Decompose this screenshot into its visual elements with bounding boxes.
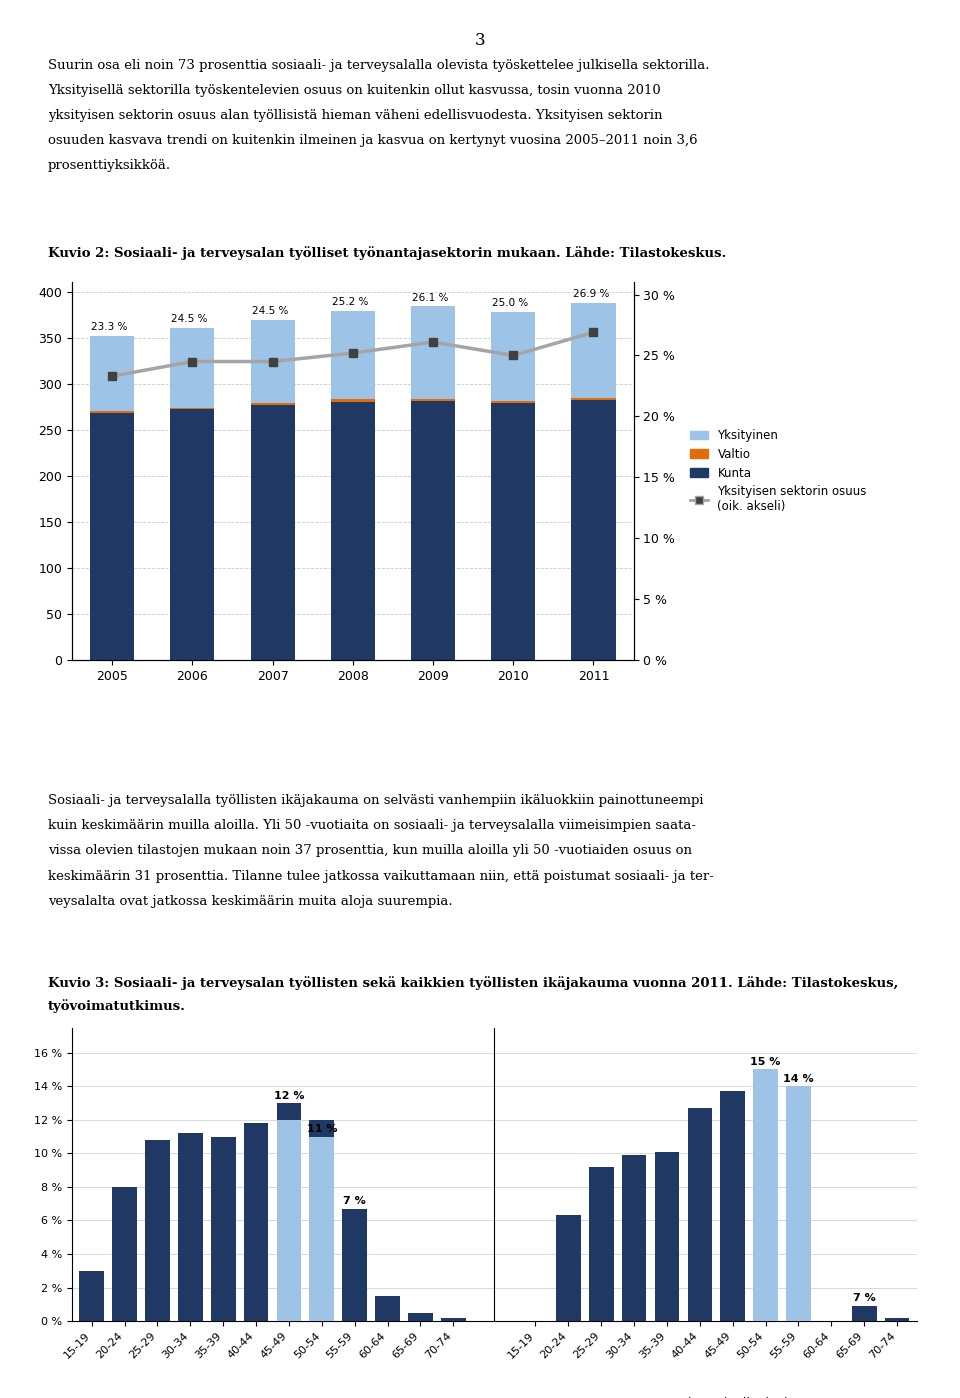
Text: keskimäärin 31 prosenttia. Tilanne tulee jatkossa vaikuttamaan niin, että poistu: keskimäärin 31 prosenttia. Tilanne tulee… <box>48 870 714 882</box>
Bar <box>331 400 374 403</box>
Text: osuuden kasvava trendi on kuitenkin ilmeinen ja kasvua on kertynyt vuosina 2005–: osuuden kasvava trendi on kuitenkin ilme… <box>48 134 698 147</box>
Bar <box>90 411 134 414</box>
Bar <box>571 302 615 398</box>
Bar <box>556 1215 581 1321</box>
Text: kuin keskimäärin muilla aloilla. Yli 50 -vuotiaita on sosiaali- ja terveysalalla: kuin keskimäärin muilla aloilla. Yli 50 … <box>48 819 696 832</box>
Text: vissa olevien tilastojen mukaan noin 37 prosenttia, kun muilla aloilla yli 50 -v: vissa olevien tilastojen mukaan noin 37 … <box>48 844 692 857</box>
Text: Sosiaali- ja terveysalalla työllisten ikäjakauma on selvästi vanhempiin ikäluokk: Sosiaali- ja terveysalalla työllisten ik… <box>48 794 704 807</box>
Text: yksityisen sektorin osuus alan työllisistä hieman väheni edellisvuodesta. Yksity: yksityisen sektorin osuus alan työllisis… <box>48 109 662 122</box>
Text: 3: 3 <box>474 32 486 49</box>
Bar <box>251 320 295 403</box>
Text: veysalalta ovat jatkossa keskimäärin muita aloja suurempia.: veysalalta ovat jatkossa keskimäärin mui… <box>48 895 452 907</box>
Bar <box>276 1120 301 1321</box>
Bar <box>441 1318 466 1321</box>
Bar <box>492 312 536 401</box>
Bar <box>112 1187 137 1321</box>
Bar <box>244 1123 269 1321</box>
Bar <box>309 1120 334 1321</box>
Bar <box>786 1086 811 1321</box>
Bar <box>170 408 214 410</box>
Text: työvoimatutkimus.: työvoimatutkimus. <box>48 1000 186 1014</box>
Bar <box>655 1152 680 1321</box>
Bar <box>251 403 295 405</box>
Text: 7 %: 7 % <box>852 1293 876 1303</box>
Bar <box>588 1167 613 1321</box>
Text: Yksityisellä sektorilla työskentelevien osuus on kuitenkin ollut kasvussa, tosin: Yksityisellä sektorilla työskentelevien … <box>48 84 660 96</box>
Text: 12 %: 12 % <box>274 1090 304 1100</box>
Legend: Yksityinen, Valtio, Kunta, Yksityisen sektorin osuus
(oik. akseli): Yksityinen, Valtio, Kunta, Yksityisen se… <box>684 422 873 520</box>
Bar <box>211 1137 235 1321</box>
Bar <box>343 1209 367 1321</box>
Bar <box>852 1306 876 1321</box>
Bar <box>90 414 134 660</box>
Bar <box>571 400 615 660</box>
Bar <box>754 1069 778 1321</box>
Text: 26.9 %: 26.9 % <box>572 289 609 299</box>
Bar <box>492 401 536 403</box>
Bar <box>622 1155 646 1321</box>
Text: 14 %: 14 % <box>783 1074 814 1083</box>
Bar <box>885 1318 909 1321</box>
Bar <box>331 403 374 660</box>
Text: 15 %: 15 % <box>751 1057 780 1067</box>
Bar <box>687 1109 712 1321</box>
Bar <box>411 401 455 660</box>
Bar <box>408 1313 433 1321</box>
Text: 24.5 %: 24.5 % <box>252 306 288 316</box>
Text: 26.1 %: 26.1 % <box>412 292 448 302</box>
Bar <box>90 336 134 411</box>
Bar <box>309 1137 334 1321</box>
Bar <box>786 1194 811 1321</box>
Text: 25.2 %: 25.2 % <box>332 298 369 308</box>
Text: 11 %: 11 % <box>306 1124 337 1134</box>
Bar <box>492 403 536 660</box>
Text: prosenttiyksikköä.: prosenttiyksikköä. <box>48 159 171 172</box>
Text: Kuvio 3: Sosiaali- ja terveysalan työllisten sekä kaikkien työllisten ikäjakauma: Kuvio 3: Sosiaali- ja terveysalan työlli… <box>48 976 899 990</box>
Text: Terveys- ja sosiaalipalvelut: Terveys- ja sosiaalipalvelut <box>632 1397 801 1398</box>
Bar <box>251 405 295 660</box>
Bar <box>331 310 374 400</box>
Bar <box>170 327 214 408</box>
Bar <box>178 1134 203 1321</box>
Bar <box>145 1139 170 1321</box>
Text: 7 %: 7 % <box>344 1197 366 1206</box>
Bar <box>170 410 214 660</box>
Text: 25.0 %: 25.0 % <box>492 298 529 308</box>
Bar <box>375 1296 400 1321</box>
Bar <box>80 1271 104 1321</box>
Bar <box>720 1092 745 1321</box>
Text: Kuvio 2: Sosiaali- ja terveysalan työlliset työnantajasektorin mukaan. Lähde: Ti: Kuvio 2: Sosiaali- ja terveysalan työlli… <box>48 246 727 260</box>
Text: 23.3 %: 23.3 % <box>91 322 128 333</box>
Text: 24.5 %: 24.5 % <box>172 313 208 324</box>
Bar <box>411 400 455 401</box>
Bar <box>571 398 615 400</box>
Text: Muut: Muut <box>257 1397 288 1398</box>
Text: Suurin osa eli noin 73 prosenttia sosiaali- ja terveysalalla olevista työskettel: Suurin osa eli noin 73 prosenttia sosiaa… <box>48 59 709 71</box>
Bar <box>411 306 455 400</box>
Bar <box>276 1103 301 1321</box>
